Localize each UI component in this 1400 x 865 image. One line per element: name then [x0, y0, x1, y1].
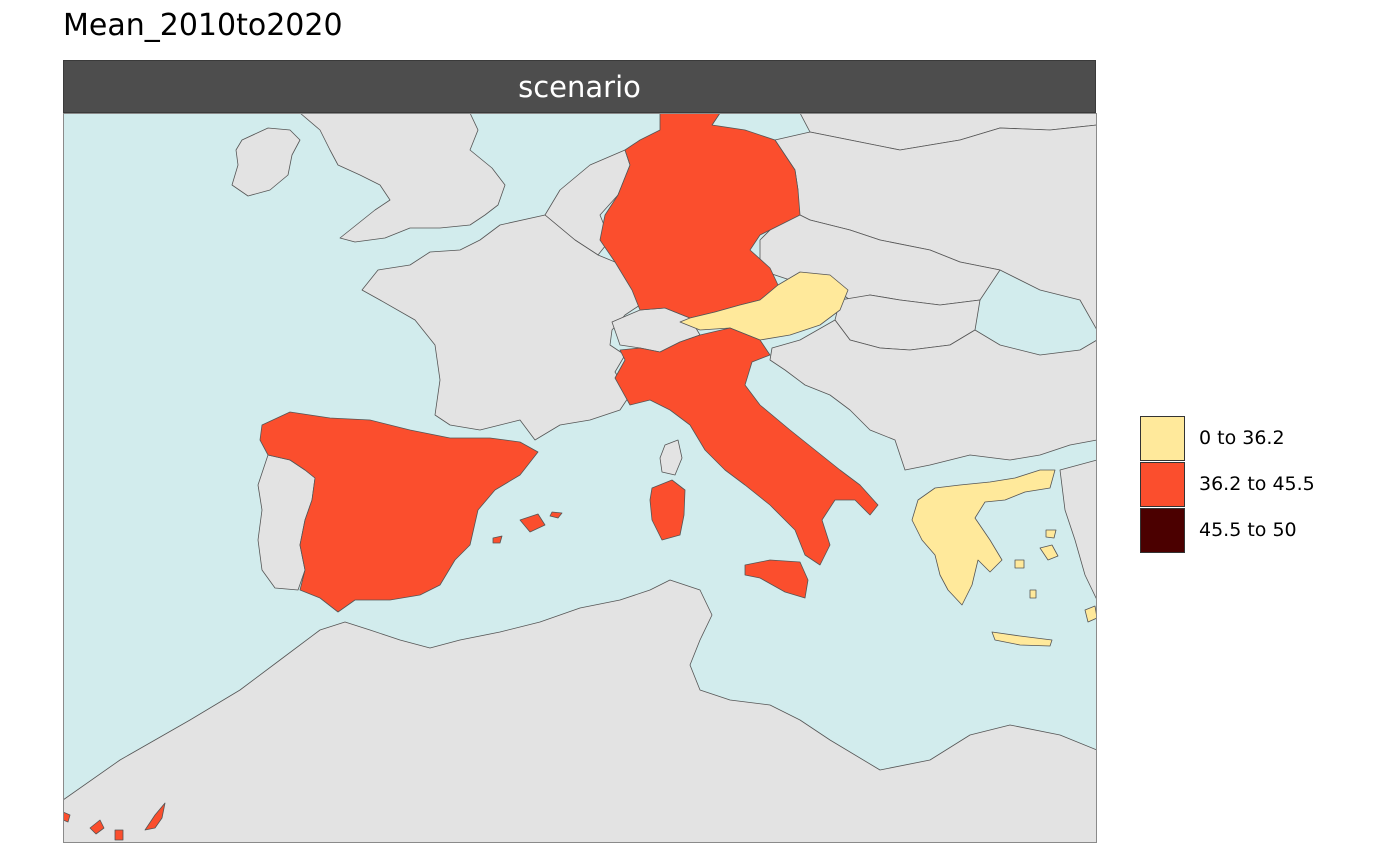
island-greek-3: [1084, 605, 1097, 623]
country-spain: [259, 411, 539, 613]
island-greek-1: [1045, 529, 1057, 539]
country-north-africa: [63, 579, 1097, 843]
island-mallorca: [519, 513, 546, 533]
island-canary-2: [89, 819, 105, 835]
country-ireland: [231, 127, 301, 197]
panel-strip-label: scenario: [518, 69, 641, 104]
map-title: Mean_2010to2020: [63, 8, 343, 43]
map-panel: [63, 113, 1097, 843]
map-frame: [63, 113, 1097, 843]
island-menorca: [549, 511, 563, 519]
country-great-britain: [299, 113, 506, 243]
island-canary-1: [144, 802, 166, 831]
country-italy: [614, 327, 879, 566]
island-crete: [991, 631, 1053, 647]
island-corsica: [659, 439, 683, 476]
island-greek-2: [1039, 544, 1059, 561]
legend-swatch: [1140, 415, 1185, 461]
legend-item: 36.2 to 45.5: [1140, 461, 1315, 507]
legend: 0 to 36.2 36.2 to 45.5 45.5 to 50: [1140, 415, 1315, 553]
country-austria: [679, 271, 849, 341]
legend-label: 0 to 36.2: [1199, 427, 1285, 449]
island-sardinia: [649, 479, 686, 541]
legend-item: 0 to 36.2: [1140, 415, 1315, 461]
legend-item: 45.5 to 50: [1140, 507, 1315, 553]
legend-label: 45.5 to 50: [1199, 519, 1297, 541]
country-turkey: [1059, 459, 1097, 601]
legend-swatch: [1140, 461, 1185, 507]
island-greek-5: [1029, 589, 1037, 599]
country-balkans: [769, 319, 1097, 471]
island-greek-4: [1014, 559, 1025, 569]
island-ibiza: [492, 535, 503, 544]
panel-strip: scenario: [63, 60, 1096, 113]
country-greece: [911, 469, 1056, 606]
island-sicily: [744, 559, 809, 599]
island-canary-4: [63, 811, 71, 823]
legend-label: 36.2 to 45.5: [1199, 473, 1315, 495]
legend-swatch: [1140, 507, 1185, 553]
island-canary-3: [114, 829, 124, 841]
